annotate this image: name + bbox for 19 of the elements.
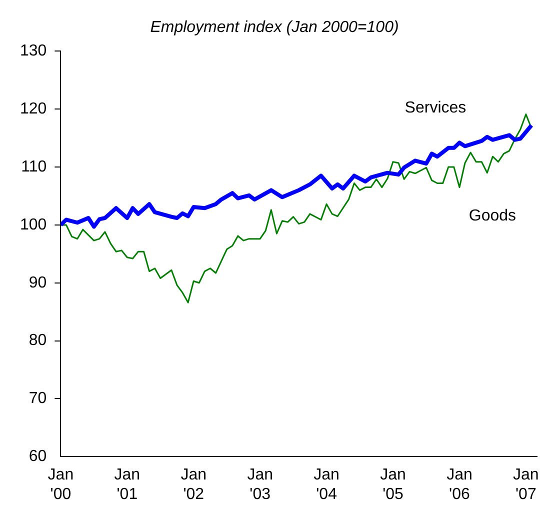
x-tick-label: Jan '07 (513, 466, 539, 503)
y-tick-label: 130 (20, 42, 47, 60)
chart-title: Employment index (Jan 2000=100) (150, 19, 399, 36)
y-tick-label: 120 (20, 100, 47, 118)
x-tick-label: Jan '03 (247, 466, 273, 503)
x-tick-label: Jan '04 (314, 466, 340, 503)
y-tick-label: 80 (28, 332, 47, 350)
x-tick-label: Jan '01 (114, 466, 140, 503)
y-tick-label: 70 (28, 390, 47, 408)
y-tick-label: 110 (21, 158, 47, 176)
x-tick-label: Jan '00 (48, 466, 74, 503)
x-tick-label: Jan '02 (180, 466, 207, 503)
x-tick-label: Jan '06 (446, 466, 472, 503)
y-tick-label: 100 (20, 216, 47, 234)
y-tick-label: 90 (28, 274, 47, 292)
series-label: Goods (468, 208, 516, 225)
y-tick-label: 60 (28, 448, 47, 466)
x-tick-label: Jan '05 (380, 466, 406, 503)
series-label: Services (404, 100, 466, 117)
